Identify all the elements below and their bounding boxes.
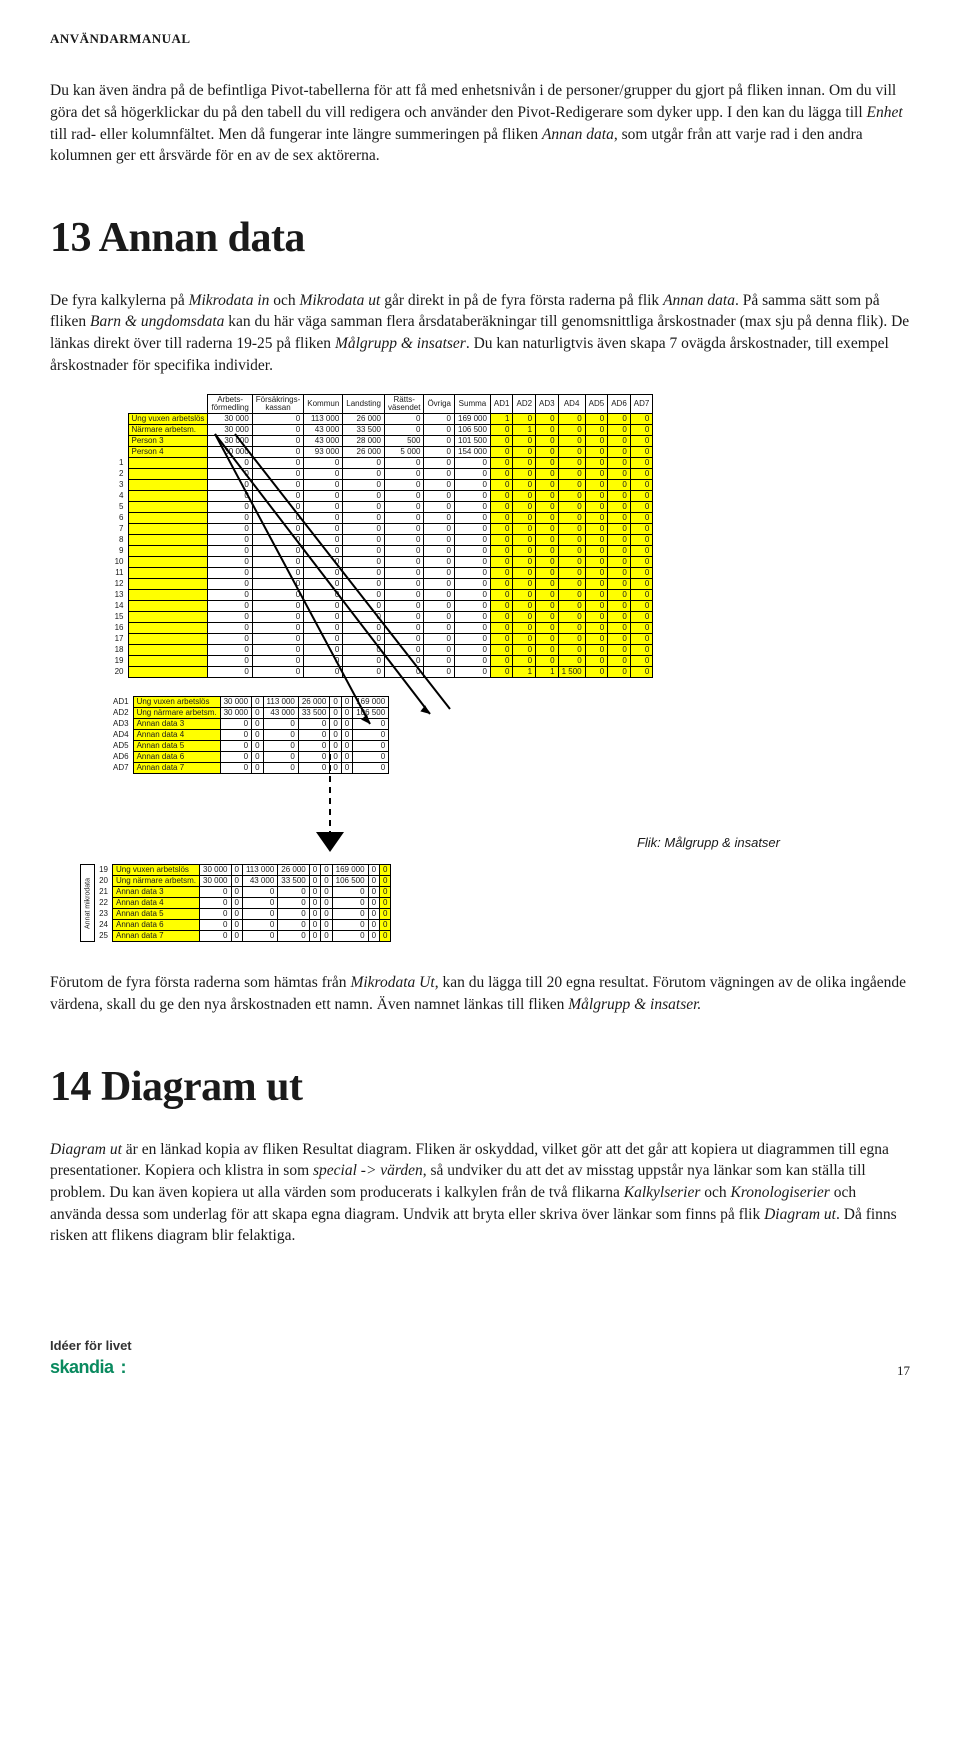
tables-region: Arbets-förmedlingFörsäkrings-kassanKommu…: [50, 394, 910, 942]
after-tables-paragraph: Förutom de fyra första raderna som hämta…: [50, 972, 910, 1015]
text-italic: Annan data: [542, 126, 614, 143]
text-italic: Mikrodata Ut: [350, 974, 434, 991]
table-1: Arbets-förmedlingFörsäkrings-kassanKommu…: [110, 394, 910, 678]
section13-paragraph: De fyra kalkylerna på Mikrodata in och M…: [50, 290, 910, 377]
doc-header: ANVÄNDARMANUAL: [50, 30, 910, 48]
text: och: [700, 1184, 730, 1201]
text-italic: Diagram ut: [764, 1206, 836, 1223]
heading-13: 13 Annan data: [50, 209, 910, 268]
text-italic: Mikrodata ut: [300, 292, 381, 309]
page-number: 17: [897, 1362, 910, 1380]
text: De fyra kalkylerna på: [50, 292, 189, 309]
section14-paragraph: Diagram ut är en länkad kopia av fliken …: [50, 1139, 910, 1247]
text: till rad- eller kolumnfältet. Men då fun…: [50, 126, 542, 143]
text: Du kan även ändra på de befintliga Pivot…: [50, 82, 896, 121]
text-italic: Annan data: [663, 292, 735, 309]
heading-14: 14 Diagram ut: [50, 1058, 910, 1117]
text-italic: Kronologiserier: [731, 1184, 830, 1201]
text: och: [269, 292, 299, 309]
text-italic: Målgrupp & insatser: [335, 335, 466, 352]
text-italic: Barn & ungdomsdata: [90, 313, 224, 330]
text: går direkt in på de fyra första raderna …: [380, 292, 663, 309]
text-italic: Diagram ut: [50, 1141, 122, 1158]
text-italic: Mikrodata in: [189, 292, 270, 309]
logo: Idéer för livet skandia :: [50, 1337, 132, 1380]
text-italic: Kalkylserier: [624, 1184, 701, 1201]
flik-label: Flik: Målgrupp & insatser: [637, 834, 780, 852]
text-italic: Målgrupp & insatser.: [568, 996, 701, 1013]
logo-line1: Idéer för livet: [50, 1337, 132, 1355]
table-3: Annat mikrodata19Ung vuxen arbetslös30 0…: [80, 864, 910, 942]
intro-paragraph: Du kan även ändra på de befintliga Pivot…: [50, 80, 910, 167]
footer: Idéer för livet skandia : 17: [50, 1337, 910, 1380]
text-italic: special -> värden: [313, 1162, 423, 1179]
table-2: AD1Ung vuxen arbetslös30 0000113 00026 0…: [110, 696, 910, 774]
text: Förutom de fyra första raderna som hämta…: [50, 974, 350, 991]
logo-line2: skandia :: [50, 1355, 132, 1380]
text-italic: Enhet: [867, 104, 903, 121]
